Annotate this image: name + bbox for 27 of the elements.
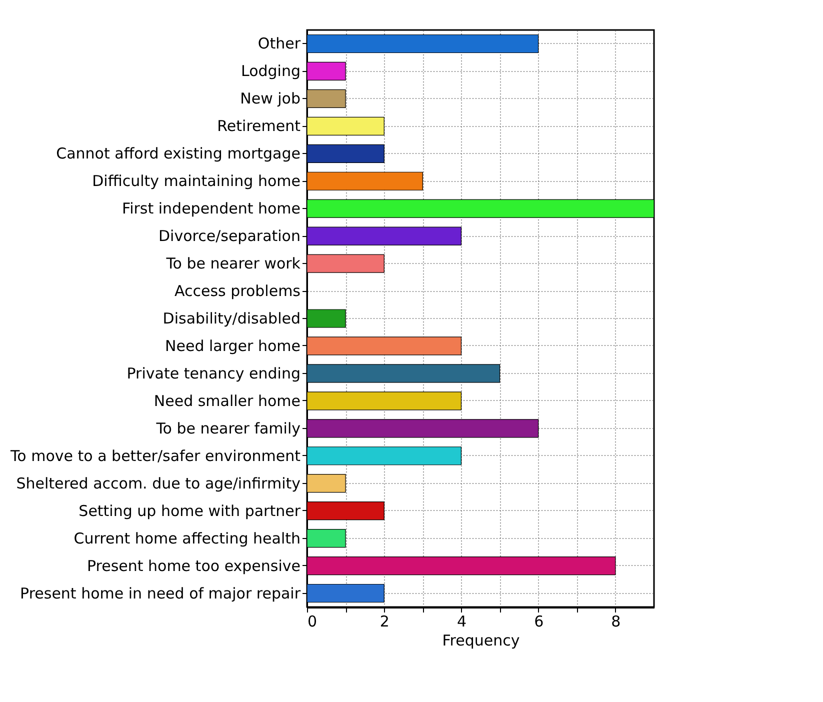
y-tick-label: To move to a better/safer environment	[10, 446, 301, 465]
y-tick-label: First independent home	[122, 200, 300, 218]
x-tick-label: 2	[380, 612, 390, 630]
y-tick-label: Private tenancy ending	[126, 364, 300, 382]
y-tick-label: Lodging	[240, 62, 300, 80]
y-tick-label: Divorce/separation	[158, 227, 300, 246]
y-tick-label: Present home too expensive	[86, 556, 300, 575]
y-tick-label: Access problems	[174, 282, 301, 300]
y-tick-label: Sheltered accom. due to age/infirmity	[16, 474, 301, 492]
x-tick-label: 4	[456, 612, 466, 630]
x-axis-title: Frequency	[442, 632, 520, 650]
y-tick-label: New job	[240, 90, 300, 108]
y-tick-label: Difficulty maintaining home	[92, 172, 300, 190]
y-tick-label: Disability/disabled	[162, 310, 300, 328]
y-tick-label: To be nearer work	[165, 254, 301, 273]
y-tick-label: To be nearer family	[155, 419, 301, 438]
y-tick-label: Cannot afford existing mortgage	[56, 144, 300, 163]
x-tick-label: 0	[308, 612, 318, 630]
y-tick-label: Setting up home with partner	[78, 502, 302, 520]
x-tick-label: 6	[534, 612, 544, 630]
y-tick-label: Current home affecting health	[74, 529, 300, 548]
y-tick-label: Retirement	[217, 117, 301, 136]
y-tick-label: Other	[258, 34, 302, 53]
x-tick-label: 8	[611, 612, 621, 630]
y-tick-label: Need larger home	[165, 336, 300, 355]
y-tick-label: Present home in need of major repair	[20, 584, 302, 602]
y-tick-label: Need smaller home	[154, 392, 300, 410]
